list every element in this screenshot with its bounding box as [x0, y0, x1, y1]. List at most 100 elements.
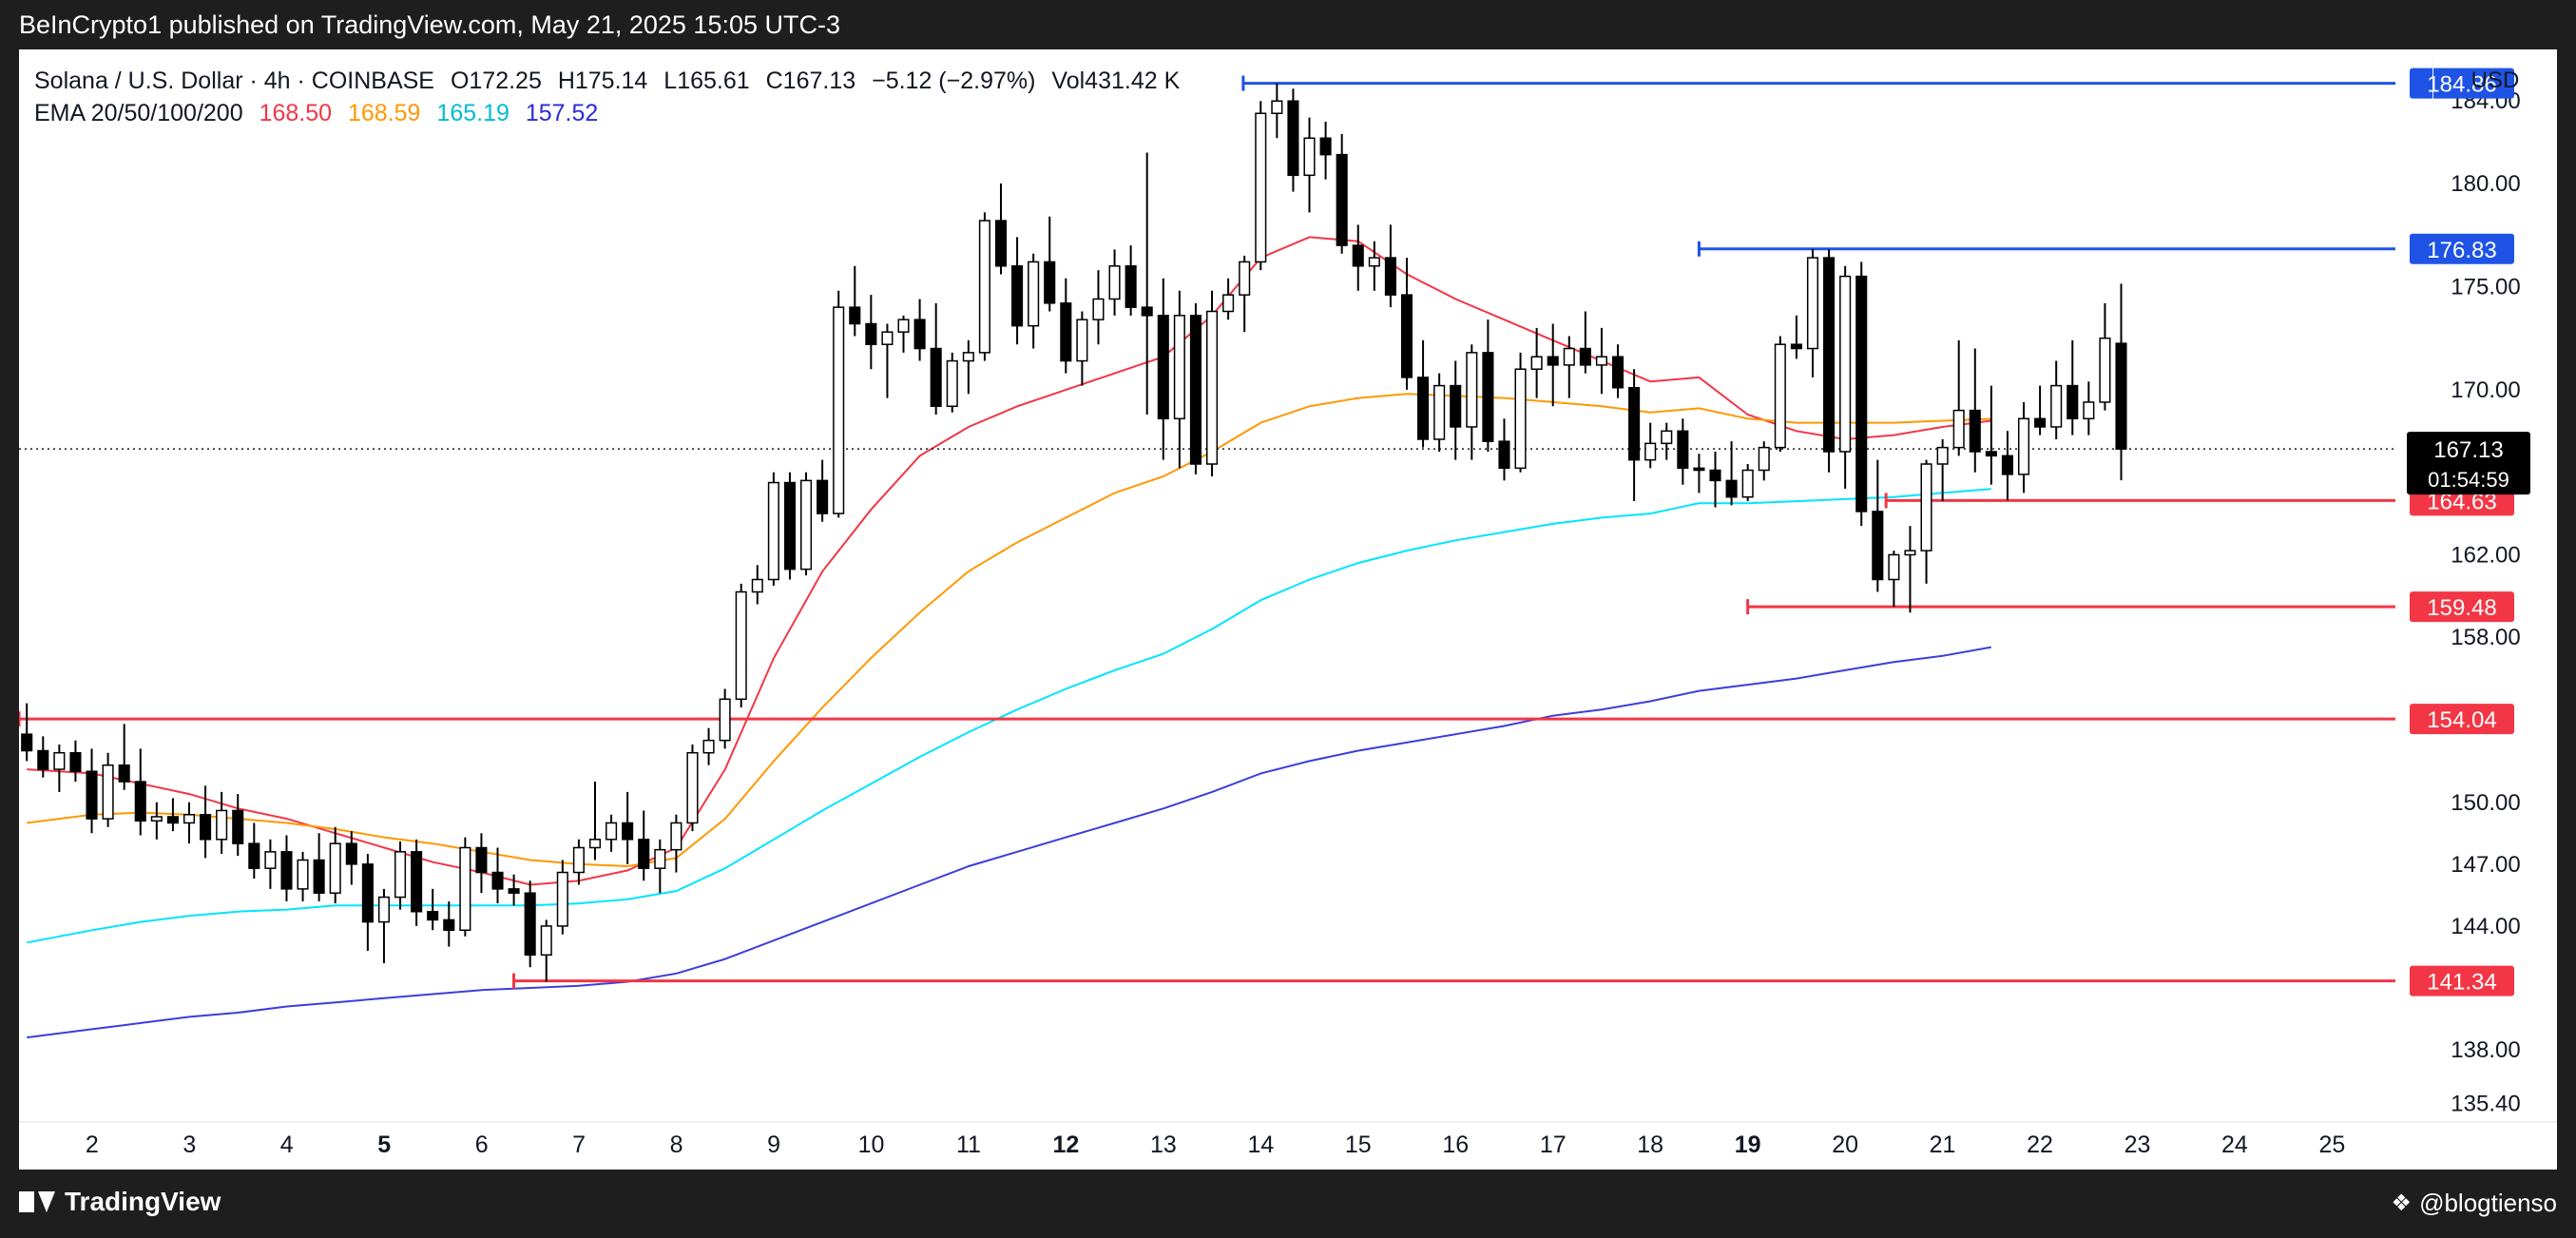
candle-up — [978, 220, 990, 354]
chart-legend: Solana / U.S. Dollar · 4h · COINBASE O17… — [34, 65, 1189, 129]
candle-down — [1060, 302, 1072, 362]
ema-label[interactable]: EMA 20/50/100/200 — [34, 100, 243, 126]
candle-up — [881, 331, 894, 345]
price-axis — [2395, 49, 2557, 1122]
volume-value: Vol431.42 K — [1051, 68, 1181, 94]
candle-down — [1336, 153, 1348, 246]
candle-down — [1693, 467, 1705, 472]
candle-down — [817, 479, 829, 514]
ema-line-ema200 — [27, 646, 1991, 1039]
candle-down — [411, 851, 423, 913]
candle-down — [1141, 306, 1153, 317]
candle-down — [1352, 244, 1364, 267]
candle-up — [735, 590, 747, 701]
tradingview-logo-text: TradingView — [65, 1187, 221, 1216]
symbol-label[interactable]: Solana / U.S. Dollar · 4h · COINBASE — [34, 68, 434, 94]
x-tick-label: 15 — [1345, 1132, 1372, 1158]
candle-up — [1271, 100, 1283, 114]
candle-down — [69, 751, 82, 772]
candle-down — [638, 839, 650, 869]
candle-down — [1677, 430, 1689, 470]
candle-up — [377, 896, 390, 923]
candle-up — [751, 578, 763, 593]
candle-up — [1888, 553, 1900, 581]
support-level-label: 154.04 — [2427, 707, 2496, 733]
candle-down — [1547, 356, 1559, 366]
x-tick-label: 25 — [2318, 1132, 2345, 1158]
candle-up — [183, 814, 196, 824]
candle-down — [361, 863, 374, 923]
x-tick-label: 12 — [1053, 1132, 1080, 1158]
candle-up — [1904, 550, 1916, 556]
ema-row: EMA 20/50/100/200 168.50 168.59 165.19 1… — [34, 97, 1189, 129]
y-tick-label: 150.00 — [2451, 790, 2520, 816]
candle-up — [654, 848, 666, 869]
support-level-label: 141.34 — [2427, 970, 2496, 996]
x-tick-label: 5 — [377, 1132, 391, 1158]
candle-down — [994, 220, 1008, 267]
candle-down — [118, 764, 130, 783]
candle-down — [1709, 469, 1721, 482]
candle-up — [962, 352, 974, 362]
ema-line-ema20 — [27, 236, 1991, 886]
x-tick-label: 8 — [670, 1132, 683, 1158]
x-tick-label: 13 — [1150, 1132, 1177, 1158]
candle-up — [150, 816, 163, 822]
candle-up — [1758, 446, 1770, 472]
candle-up — [572, 846, 585, 874]
candle-down — [865, 322, 877, 345]
candle-up — [1806, 257, 1819, 350]
currency-button[interactable]: USD — [2432, 57, 2557, 105]
candle-up — [1661, 430, 1673, 445]
candle-down — [1872, 511, 1884, 581]
candle-up — [1076, 319, 1088, 362]
ema200-value: 157.52 — [525, 100, 599, 126]
candle-down — [1417, 377, 1430, 440]
candle-up — [670, 822, 682, 851]
published-text: BeInCrypto1 published on TradingView.com… — [19, 10, 840, 39]
y-tick-label: 158.00 — [2451, 625, 2520, 650]
support-level-tag — [2410, 591, 2514, 623]
candle-up — [2083, 401, 2095, 420]
candle-down — [1125, 265, 1137, 308]
candle-down — [930, 347, 942, 408]
candle-down — [1400, 294, 1413, 378]
candle-up — [1514, 368, 1527, 470]
y-tick-label: 175.00 — [2451, 274, 2520, 300]
x-tick-label: 6 — [475, 1132, 489, 1158]
x-tick-label: 23 — [2124, 1132, 2151, 1158]
candle-up — [1303, 137, 1316, 177]
resistance-level-tag — [2410, 68, 2514, 99]
x-tick-label: 22 — [2027, 1132, 2053, 1158]
y-tick-label: 144.00 — [2451, 914, 2520, 939]
candle-down — [2001, 455, 2013, 475]
candle-up — [1368, 257, 1380, 267]
chart-panel[interactable]: 184.00 180.00 175.00 170.00 162.00 158.00 150.… — [19, 49, 2557, 1170]
candle-up — [686, 751, 699, 824]
resistance-level-label: 184.86 — [2427, 72, 2496, 98]
candle-down — [1450, 384, 1462, 428]
candle-down — [345, 842, 357, 865]
x-tick-label: 20 — [1832, 1132, 1858, 1158]
candle-down — [248, 842, 260, 869]
candle-up — [1466, 352, 1478, 428]
candle-down — [1189, 315, 1201, 465]
candle-down — [166, 816, 179, 824]
support-level-tag — [2410, 704, 2514, 735]
candle-down — [2067, 384, 2079, 420]
candle-up — [1563, 347, 1575, 366]
candle-up — [459, 846, 471, 932]
candle-up — [1433, 384, 1446, 440]
candle-down — [1579, 347, 1591, 366]
low-value: L165.61 — [663, 68, 750, 94]
open-value: O172.25 — [450, 68, 542, 94]
price-chart[interactable]: 184.00180.00175.00170.00162.00158.00150.… — [19, 49, 2557, 1170]
candle-down — [313, 859, 325, 894]
tradingview-logo[interactable]: TradingView — [19, 1187, 221, 1217]
candle-down — [1287, 100, 1299, 177]
ema50-value: 168.59 — [348, 100, 421, 126]
candle-up — [102, 764, 114, 820]
support-level-tag — [2410, 965, 2514, 996]
candle-up — [1255, 112, 1267, 263]
resistance-level-label: 176.83 — [2427, 238, 2496, 263]
